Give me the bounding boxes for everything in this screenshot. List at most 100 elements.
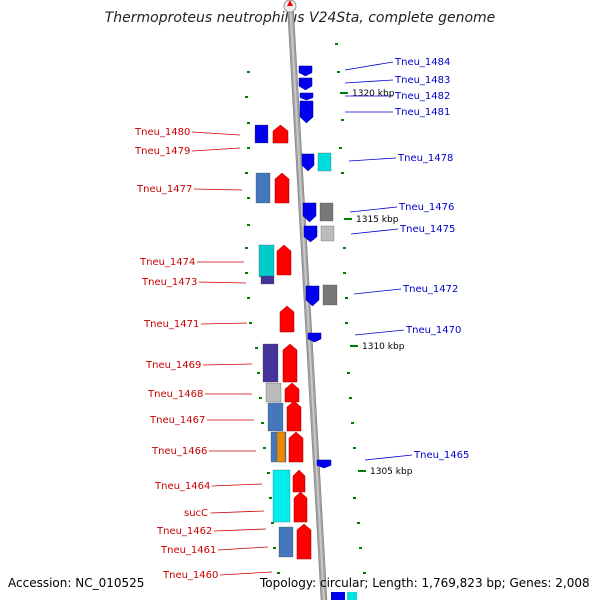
minor-tick xyxy=(245,247,248,249)
gene-label-left: sucC xyxy=(184,508,208,519)
gene-label-left: Tneu_1479 xyxy=(134,146,190,157)
gene-label-left: Tneu_1462 xyxy=(156,526,212,537)
genome-summary-text: Topology: circular; Length: 1,769,823 bp… xyxy=(260,576,590,590)
reverse-gene-arrow xyxy=(298,77,313,91)
minor-tick xyxy=(353,497,356,499)
gene-label-left: Tneu_1474 xyxy=(139,257,195,268)
leader-line xyxy=(344,61,394,71)
gene-label-right: Tneu_1476 xyxy=(398,202,454,213)
minor-tick xyxy=(269,497,272,499)
leader-line xyxy=(202,363,253,366)
leader-line xyxy=(350,228,399,235)
minor-tick xyxy=(247,122,250,124)
minor-tick xyxy=(335,43,338,45)
minor-tick xyxy=(343,247,346,249)
gene-label-left: Tneu_1471 xyxy=(143,319,199,330)
minor-tick xyxy=(247,147,250,149)
minor-tick xyxy=(351,422,354,424)
reverse-gene-arrow xyxy=(301,153,315,172)
minor-tick xyxy=(245,272,248,274)
steelblue-feature xyxy=(255,172,271,204)
forward-gene-arrow xyxy=(292,469,306,493)
gene-label-left: Tneu_1460 xyxy=(162,570,218,581)
minor-tick xyxy=(347,372,350,374)
minor-tick xyxy=(247,224,250,226)
gene-label-left: Tneu_1469 xyxy=(145,360,201,371)
blue-feature xyxy=(254,124,269,144)
leader-line xyxy=(210,510,265,514)
purple-feature xyxy=(260,275,275,285)
gene-label-right: Tneu_1483 xyxy=(394,75,450,86)
scale-label: 1320 kbp xyxy=(352,89,395,99)
minor-tick xyxy=(271,522,274,524)
minor-tick xyxy=(259,397,262,399)
leader-line xyxy=(191,131,241,136)
forward-gene-arrow xyxy=(286,400,302,432)
scale-label: 1315 kbp xyxy=(356,215,399,225)
reverse-gene-arrow xyxy=(316,459,332,469)
leader-line xyxy=(198,281,247,284)
gene-bottom-partial xyxy=(331,592,345,600)
reverse-gene-arrow xyxy=(302,202,317,223)
cyan-feature xyxy=(258,244,275,278)
gene-label-right: Tneu_1475 xyxy=(399,224,455,235)
leader-line xyxy=(353,288,402,295)
minor-tick xyxy=(357,522,360,524)
gene-label-right: Tneu_1470 xyxy=(405,325,461,336)
leader-line xyxy=(193,188,243,191)
minor-tick xyxy=(363,572,366,574)
reverse-gene-arrow xyxy=(307,332,322,343)
minor-tick xyxy=(245,172,248,174)
minor-tick xyxy=(247,71,250,73)
minor-tick xyxy=(349,397,352,399)
gene-label-right: Tneu_1484 xyxy=(394,57,450,68)
lightgray-feature xyxy=(265,382,282,403)
gene-label-right: Tneu_1472 xyxy=(402,284,458,295)
minor-tick xyxy=(345,322,348,324)
forward-gene-arrow xyxy=(272,124,289,144)
gene-bottom-partial-2 xyxy=(347,592,357,600)
forward-gene-arrow xyxy=(296,523,312,560)
minor-tick xyxy=(247,297,250,299)
minor-tick xyxy=(245,96,248,98)
steelblue-feature xyxy=(278,526,294,558)
gene-label-left: Tneu_1480 xyxy=(134,127,190,138)
forward-gene-arrow xyxy=(293,491,308,523)
scale-label: 1310 kbp xyxy=(362,342,405,352)
gene-label-right: Tneu_1482 xyxy=(394,91,450,102)
leader-line xyxy=(354,329,405,336)
leader-line xyxy=(211,483,263,487)
gene-label-left: Tneu_1464 xyxy=(154,481,210,492)
leader-line xyxy=(213,528,267,532)
minor-tick xyxy=(255,347,258,349)
forward-gene-arrow xyxy=(288,431,304,463)
cyan-feature xyxy=(272,469,291,523)
minor-tick xyxy=(359,547,362,549)
minor-tick xyxy=(337,71,340,73)
reverse-gene-arrow xyxy=(299,100,314,124)
forward-gene-arrow xyxy=(282,343,298,383)
scale-label: 1305 kbp xyxy=(370,467,413,477)
leader-line xyxy=(200,322,248,325)
minor-tick xyxy=(343,272,346,274)
minor-tick xyxy=(261,422,264,424)
orange-feature xyxy=(276,431,286,463)
gene-label-left: Tneu_1473 xyxy=(141,277,197,288)
lightgray-feature xyxy=(320,225,335,242)
leader-line xyxy=(349,206,398,213)
gene-label-right: Tneu_1481 xyxy=(394,107,450,118)
minor-tick xyxy=(277,572,280,574)
leader-line xyxy=(344,79,394,84)
minor-tick xyxy=(273,547,276,549)
forward-gene-arrow xyxy=(274,172,290,204)
gene-label-left: Tneu_1466 xyxy=(151,446,207,457)
minor-tick xyxy=(249,322,252,324)
cyan-feature xyxy=(317,152,332,172)
gene-label-left: Tneu_1467 xyxy=(149,415,205,426)
minor-tick xyxy=(267,472,270,474)
leader-line xyxy=(191,147,241,152)
leader-line xyxy=(348,157,397,162)
page-title: Thermoproteus neutrophilus V24Sta, compl… xyxy=(104,10,496,26)
reverse-gene-arrow xyxy=(298,65,313,77)
